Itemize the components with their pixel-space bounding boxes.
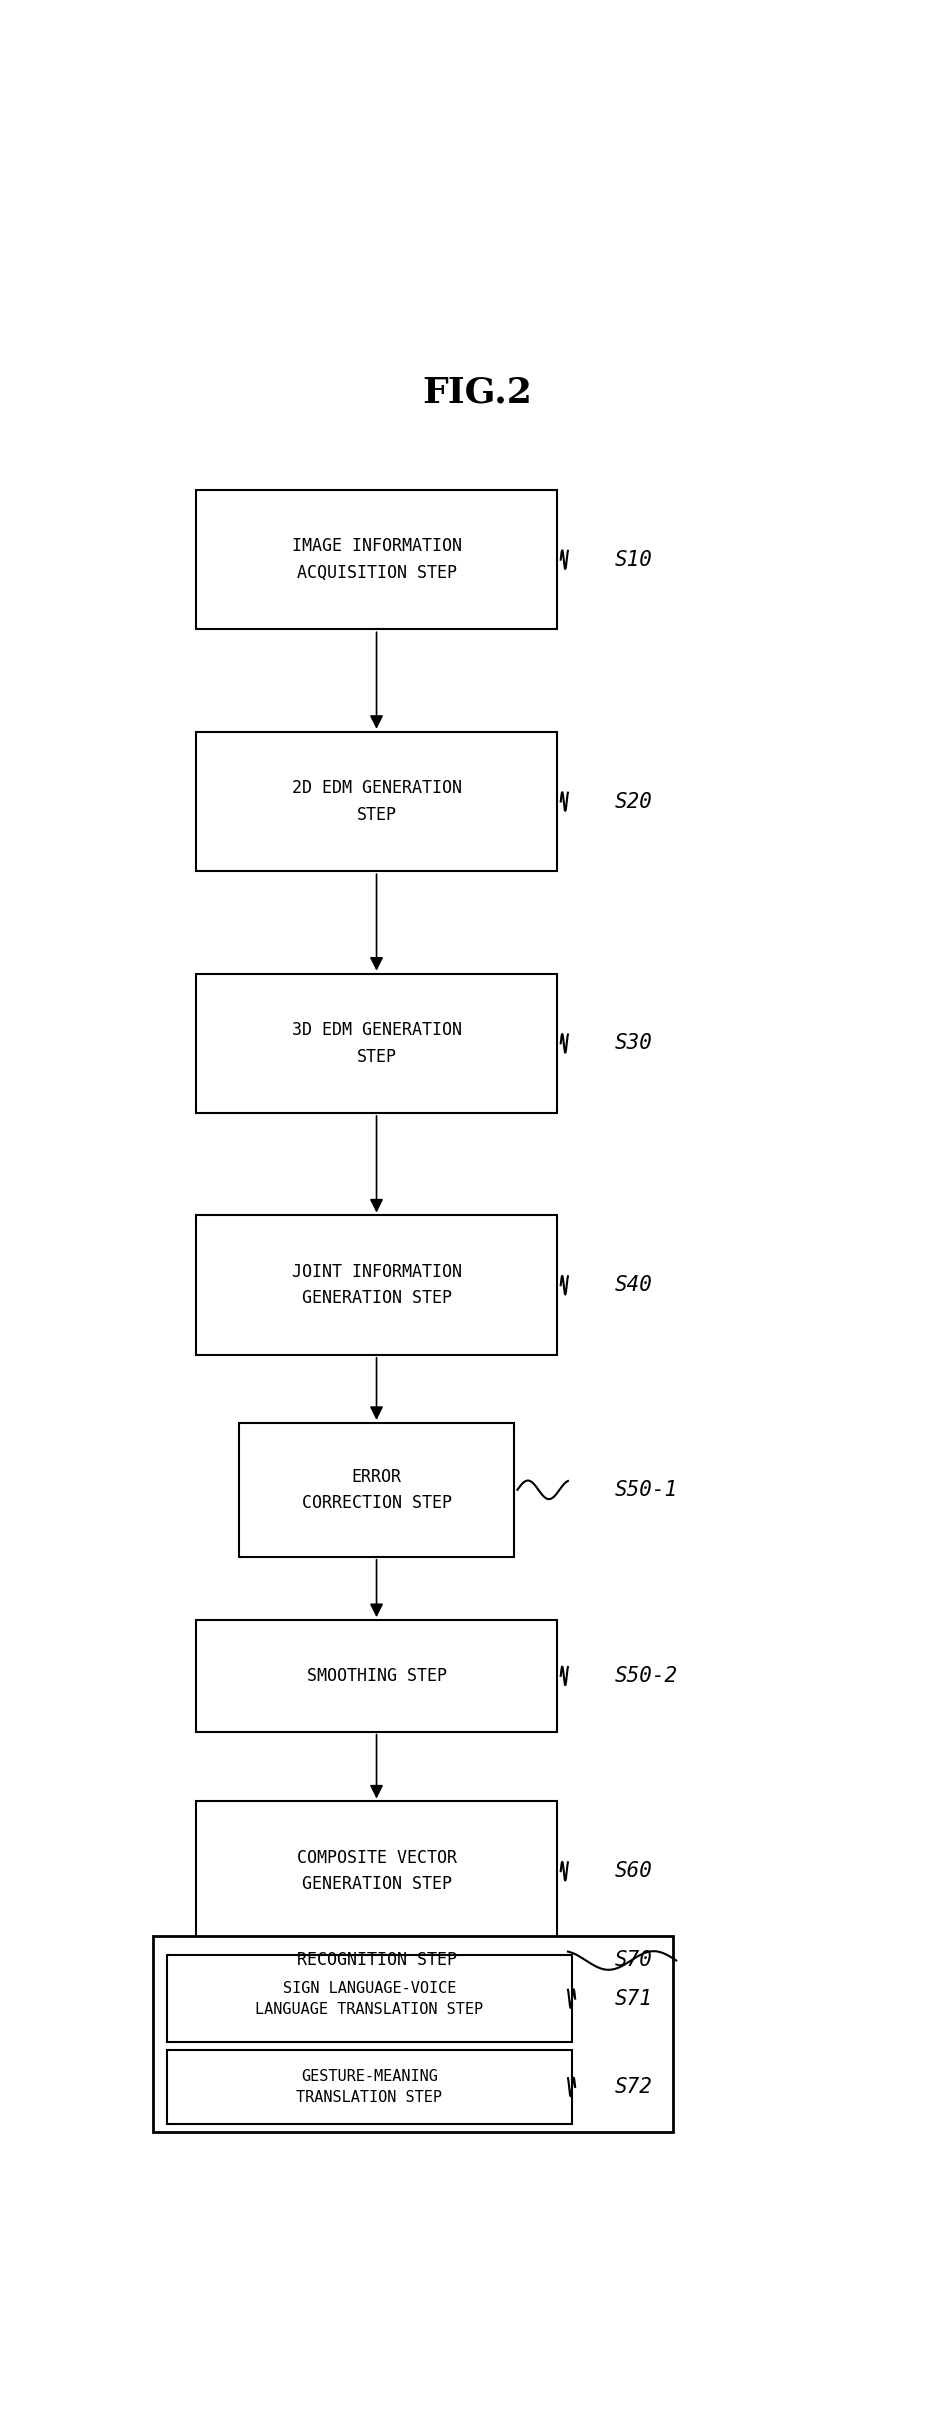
FancyBboxPatch shape [240, 1423, 514, 1556]
Text: RECOGNITION STEP: RECOGNITION STEP [296, 1952, 457, 1969]
Text: S50-1: S50-1 [615, 1481, 678, 1500]
Text: COMPOSITE VECTOR
GENERATION STEP: COMPOSITE VECTOR GENERATION STEP [296, 1848, 457, 1894]
FancyBboxPatch shape [196, 732, 557, 872]
FancyBboxPatch shape [167, 1955, 571, 2042]
Text: S30: S30 [615, 1034, 652, 1053]
Text: S72: S72 [615, 2078, 652, 2097]
Text: IMAGE INFORMATION
ACQUISITION STEP: IMAGE INFORMATION ACQUISITION STEP [292, 536, 461, 582]
FancyBboxPatch shape [196, 974, 557, 1114]
Text: S70: S70 [615, 1950, 652, 1971]
Text: SMOOTHING STEP: SMOOTHING STEP [307, 1667, 446, 1684]
FancyBboxPatch shape [196, 1802, 557, 1940]
FancyBboxPatch shape [196, 490, 557, 631]
FancyBboxPatch shape [196, 1621, 557, 1732]
Text: FIG.2: FIG.2 [423, 374, 532, 408]
Text: 3D EDM GENERATION
STEP: 3D EDM GENERATION STEP [292, 1022, 461, 1065]
FancyBboxPatch shape [196, 1215, 557, 1355]
FancyBboxPatch shape [153, 1935, 673, 2131]
Text: SIGN LANGUAGE-VOICE
LANGUAGE TRANSLATION STEP: SIGN LANGUAGE-VOICE LANGUAGE TRANSLATION… [255, 1981, 484, 2017]
Text: S20: S20 [615, 792, 652, 812]
FancyBboxPatch shape [167, 2049, 571, 2124]
Text: ERROR
CORRECTION STEP: ERROR CORRECTION STEP [302, 1467, 451, 1512]
Text: S40: S40 [615, 1276, 652, 1295]
Text: GESTURE-MEANING
TRANSLATION STEP: GESTURE-MEANING TRANSLATION STEP [296, 2068, 443, 2104]
Text: 2D EDM GENERATION
STEP: 2D EDM GENERATION STEP [292, 780, 461, 824]
Text: S60: S60 [615, 1860, 652, 1882]
Text: S50-2: S50-2 [615, 1667, 678, 1686]
Text: S71: S71 [615, 1988, 652, 2008]
Text: JOINT INFORMATION
GENERATION STEP: JOINT INFORMATION GENERATION STEP [292, 1264, 461, 1307]
Text: S10: S10 [615, 551, 652, 570]
